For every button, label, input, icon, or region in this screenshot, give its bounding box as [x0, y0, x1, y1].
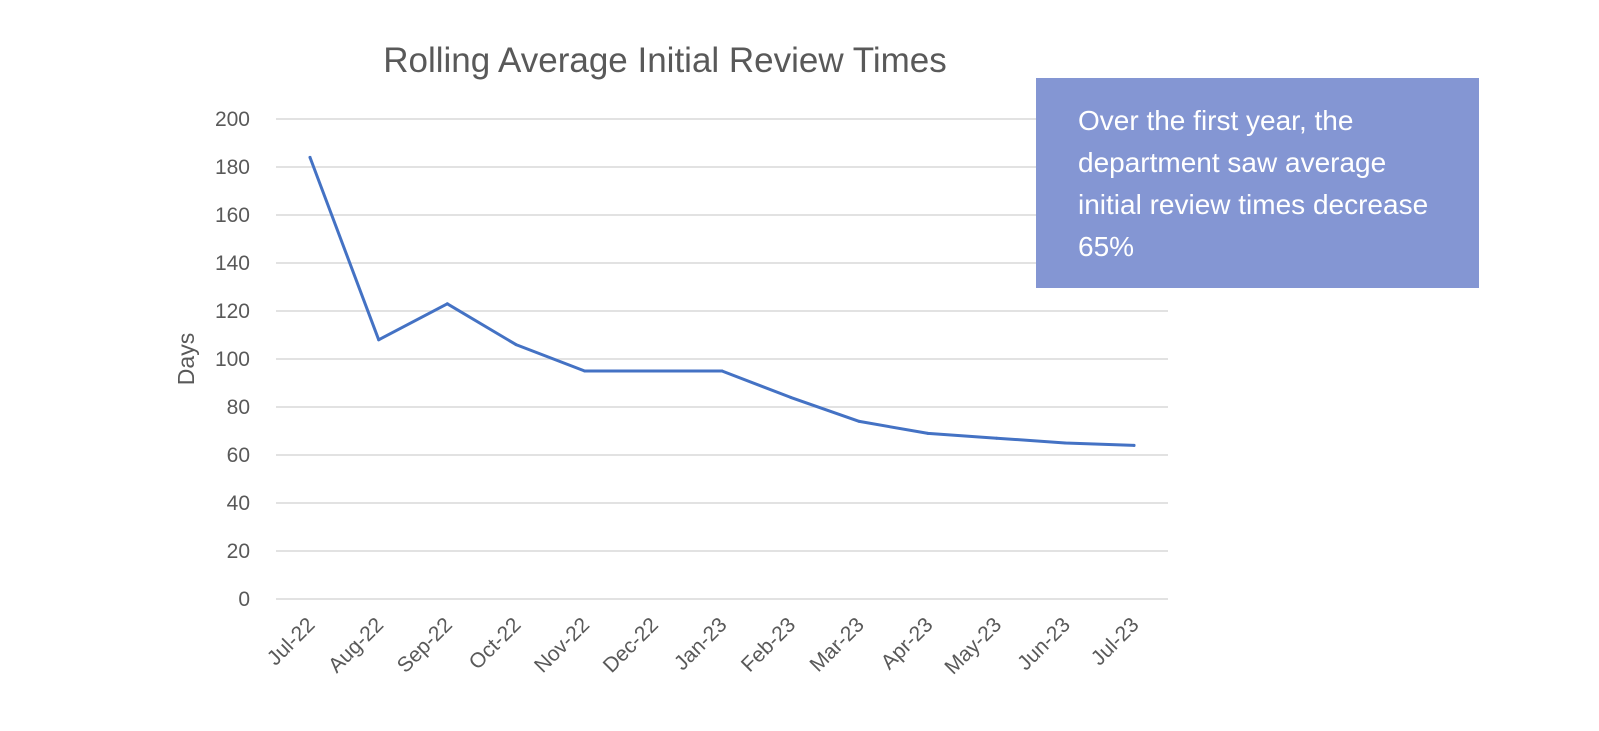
x-tick-label: Aug-22	[324, 613, 388, 677]
x-tick-label: Oct-22	[465, 613, 526, 674]
x-tick-label: Jun-23	[1013, 613, 1075, 675]
data-point	[308, 155, 312, 159]
data-point	[789, 395, 793, 399]
y-tick-label: 20	[227, 540, 250, 563]
x-tick-label: Jul-22	[263, 613, 320, 670]
data-point	[583, 369, 587, 373]
y-tick-label: 120	[215, 300, 250, 323]
summary-callout: Over the first year, the department saw …	[1036, 78, 1479, 288]
x-tick-label: Dec-22	[599, 613, 663, 677]
x-tick-label: Jan-23	[670, 613, 732, 675]
y-tick-label: 100	[215, 348, 250, 371]
y-tick-label: 180	[215, 156, 250, 179]
y-tick-label: 80	[227, 396, 250, 419]
data-point	[445, 302, 449, 306]
y-axis-label: Days	[173, 333, 199, 385]
data-point	[514, 343, 518, 347]
data-point	[377, 338, 381, 342]
x-tick-label: Feb-23	[737, 613, 800, 676]
y-tick-label: 60	[227, 444, 250, 467]
series-line	[308, 155, 1136, 447]
x-axis-ticks: Jul-22 Aug-22 Sep-22 Oct-22 Nov-22 Dec-22 Jan-…	[263, 613, 1144, 679]
data-point	[1132, 443, 1136, 447]
data-point	[995, 436, 999, 440]
x-tick-label: May-23	[940, 613, 1006, 679]
y-tick-label: 40	[227, 492, 250, 515]
chart-title: Rolling Average Initial Review Times	[383, 41, 947, 80]
x-tick-label: Jul-23	[1087, 613, 1144, 670]
y-tick-label: 0	[238, 588, 250, 611]
series-layer	[308, 155, 1136, 447]
gridlines	[276, 118, 1168, 600]
y-tick-label: 140	[215, 252, 250, 275]
x-tick-label: Sep-22	[393, 613, 457, 677]
x-tick-label: Nov-22	[530, 613, 594, 677]
y-axis-ticks: 0 20 40 60 80 100 120 140 160 180 200	[215, 108, 250, 611]
x-tick-label: Apr-23	[877, 613, 938, 674]
x-tick-label: Mar-23	[806, 613, 869, 676]
data-point	[926, 431, 930, 435]
summary-callout-text: Over the first year, the department saw …	[1078, 105, 1429, 262]
y-tick-label: 160	[215, 204, 250, 227]
data-point	[1063, 441, 1067, 445]
data-point	[651, 369, 655, 373]
data-point	[857, 419, 861, 423]
data-point	[720, 369, 724, 373]
y-tick-label: 200	[215, 108, 250, 131]
